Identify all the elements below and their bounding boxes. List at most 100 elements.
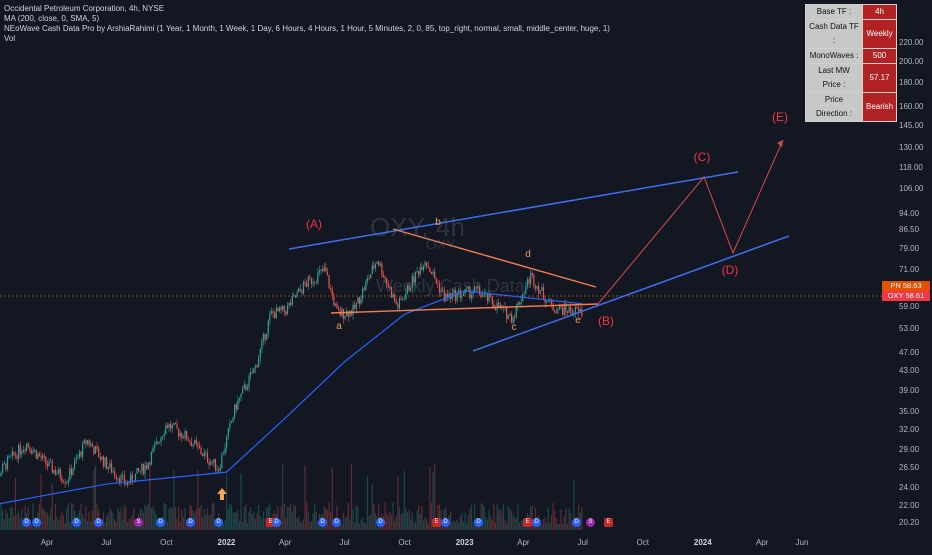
candle-body xyxy=(255,365,256,368)
candle-body xyxy=(29,447,30,451)
candle-body xyxy=(58,469,59,474)
candle-body xyxy=(28,444,29,447)
candle-body xyxy=(176,424,177,429)
volume-bar xyxy=(423,521,424,530)
candle-body xyxy=(100,457,101,459)
candle-body xyxy=(106,458,107,470)
candle-body xyxy=(492,297,493,304)
neowave-info-table: Base TF :4h Cash Data TF :Weekly MonoWav… xyxy=(805,4,897,122)
candle-body xyxy=(540,291,541,294)
candle-body xyxy=(183,438,184,439)
volume-bar xyxy=(488,510,489,530)
price-tick-label: 79.00 xyxy=(899,244,919,253)
dividend-marker[interactable]: D xyxy=(474,518,483,527)
volume-bar xyxy=(556,518,557,530)
dividend-marker[interactable]: D xyxy=(332,518,341,527)
candle-body xyxy=(344,316,345,318)
wave-label-d: d xyxy=(525,249,531,260)
candle-body xyxy=(93,447,94,454)
volume-bar xyxy=(343,513,344,530)
candle-body xyxy=(68,480,69,483)
candle-body xyxy=(276,308,277,318)
split-marker[interactable]: S xyxy=(586,518,595,527)
volume-bar xyxy=(173,470,174,530)
volume-bar xyxy=(119,512,120,530)
candle-body xyxy=(50,462,51,463)
candle-body xyxy=(496,303,497,310)
ma-indicator-label[interactable]: MA (200, close, 0, SMA, 5) xyxy=(4,14,99,23)
earnings-marker[interactable]: E xyxy=(432,518,441,527)
info-key: Last MW Price : xyxy=(806,64,863,93)
dividend-marker[interactable]: D xyxy=(572,518,581,527)
volume-bar xyxy=(532,506,533,530)
volume-bar xyxy=(405,509,406,530)
symbol-title[interactable]: Occidental Petroleum Corporation, 4h, NY… xyxy=(4,4,164,13)
volume-bar xyxy=(500,509,501,530)
volume-bar xyxy=(428,523,429,530)
candle-body xyxy=(506,307,507,319)
wave-label-B: (B) xyxy=(598,314,614,328)
candle-body xyxy=(322,269,323,271)
dividend-marker[interactable]: D xyxy=(441,518,450,527)
dividend-marker[interactable]: D xyxy=(72,518,81,527)
volume-bar xyxy=(47,513,48,530)
earnings-marker[interactable]: E xyxy=(604,518,613,527)
candle-body xyxy=(108,467,109,469)
split-marker[interactable]: S xyxy=(134,518,143,527)
candle-body xyxy=(186,431,187,439)
volume-bar xyxy=(200,505,201,530)
current-price-tag: OXY xyxy=(888,291,904,300)
dividend-marker[interactable]: D xyxy=(214,518,223,527)
dividend-marker[interactable]: D xyxy=(272,518,281,527)
candle-body xyxy=(258,358,259,367)
volume-bar xyxy=(394,521,395,530)
volume-bar xyxy=(306,502,307,530)
volume-bar xyxy=(84,519,85,530)
volume-bar xyxy=(418,505,419,530)
dividend-marker[interactable]: D xyxy=(32,518,41,527)
ma-line xyxy=(0,291,583,506)
volume-bar xyxy=(202,517,203,530)
volume-bar xyxy=(132,515,133,530)
dividend-marker[interactable]: D xyxy=(318,518,327,527)
volume-bar xyxy=(367,476,368,530)
candle-body xyxy=(0,473,1,477)
dividend-marker[interactable]: D xyxy=(156,518,165,527)
volume-bar xyxy=(199,507,200,530)
volume-bar xyxy=(236,513,237,530)
volume-bar xyxy=(328,502,329,530)
candle-body xyxy=(37,454,38,459)
candle-body xyxy=(396,301,397,304)
dividend-marker[interactable]: D xyxy=(94,518,103,527)
dividend-marker[interactable]: D xyxy=(376,518,385,527)
dividend-marker[interactable]: D xyxy=(22,518,31,527)
time-tick-label: Apr xyxy=(41,538,53,547)
dividend-marker[interactable]: D xyxy=(532,518,541,527)
candle-body xyxy=(191,442,192,446)
volume-indicator-label[interactable]: Vol xyxy=(4,34,15,43)
candle-body xyxy=(45,457,46,464)
volume-bar xyxy=(82,514,83,530)
candle-body xyxy=(210,462,211,465)
price-tick-label: 24.00 xyxy=(899,483,919,492)
dividend-marker[interactable]: D xyxy=(186,518,195,527)
candle-body xyxy=(364,288,365,289)
up-arrow-icon[interactable] xyxy=(217,488,227,500)
candle-body xyxy=(215,459,216,470)
current-price-badge: OXY 58.61 xyxy=(882,291,930,301)
candle-body xyxy=(48,462,49,467)
volume-bar xyxy=(175,507,176,530)
volume-bar xyxy=(300,522,301,530)
candle-body xyxy=(26,444,27,451)
candle-body xyxy=(146,465,147,468)
info-row: MonoWaves :500 xyxy=(806,49,897,64)
volume-bar xyxy=(492,520,493,530)
earnings-marker[interactable]: E xyxy=(523,518,532,527)
candle-body xyxy=(72,469,73,475)
neowave-indicator-label[interactable]: NEoWave Cash Data Pro by ArshiaRahimi (1… xyxy=(4,24,610,33)
candle-body xyxy=(240,393,241,397)
candle-body xyxy=(95,446,96,453)
